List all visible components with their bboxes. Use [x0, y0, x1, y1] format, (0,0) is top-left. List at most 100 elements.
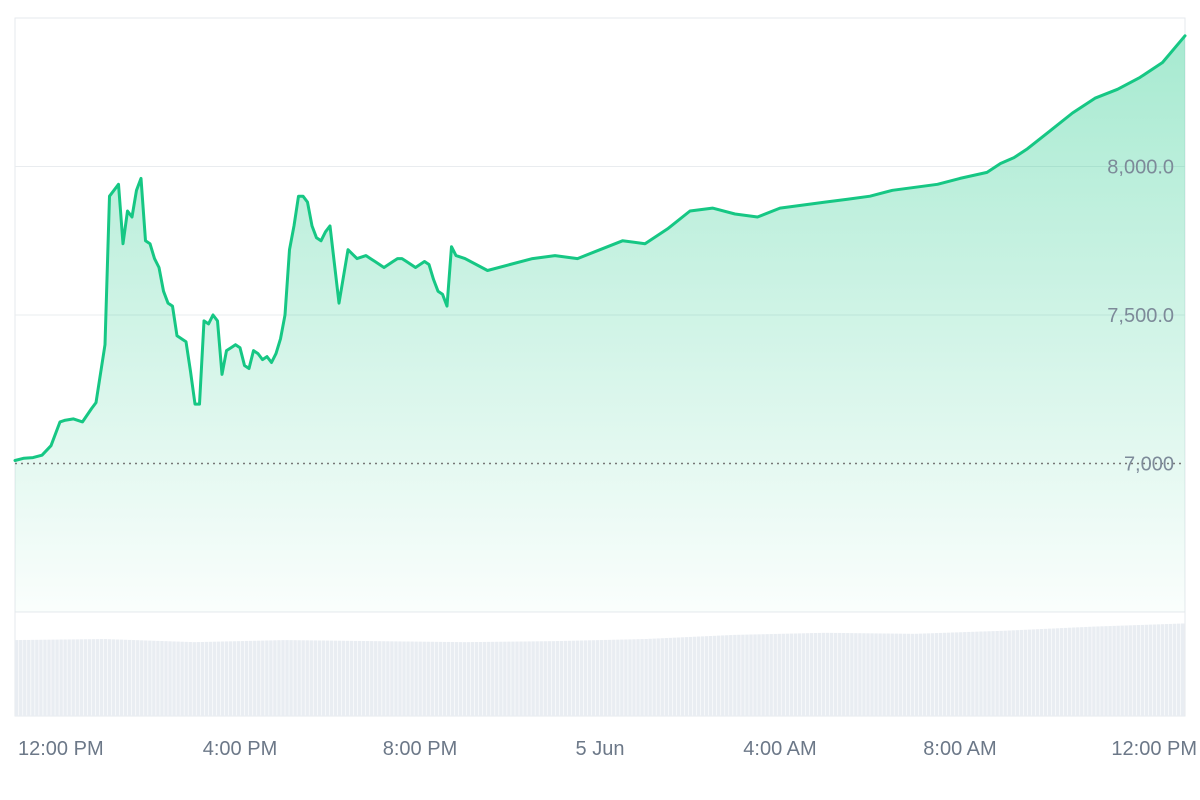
- volume-bar: [224, 641, 229, 716]
- volume-bar: [281, 640, 285, 716]
- volume-bar: [894, 633, 898, 716]
- volume-bar: [180, 641, 184, 716]
- volume-bar: [402, 641, 406, 716]
- volume-bar: [579, 640, 584, 716]
- volume-bar: [761, 634, 765, 716]
- volume-bar: [660, 638, 664, 716]
- volume-bar: [797, 633, 802, 716]
- volume-bar: [620, 639, 624, 716]
- volume-bar: [567, 640, 572, 716]
- volume-bar: [192, 642, 196, 716]
- volume-bar: [846, 633, 850, 716]
- volume-bar: [168, 641, 172, 716]
- volume-bar: [123, 639, 128, 716]
- y-tick-label: 8,000.0: [1107, 157, 1174, 179]
- x-tick-label: 12:00 PM: [1111, 738, 1197, 760]
- volume-bar: [87, 639, 92, 716]
- volume-bar: [79, 639, 83, 716]
- volume-bar: [67, 639, 71, 716]
- volume-bar: [1176, 623, 1181, 716]
- volume-bar: [136, 640, 140, 716]
- volume-bar: [583, 640, 588, 716]
- volume-bar: [140, 640, 144, 716]
- volume-bar: [144, 640, 148, 716]
- volume-bar: [527, 641, 531, 716]
- volume-bar: [644, 638, 648, 716]
- volume-bar: [874, 633, 878, 716]
- volume-bar: [1011, 630, 1015, 716]
- volume-bar: [926, 633, 931, 716]
- volume-bar: [624, 639, 628, 716]
- volume-bar: [374, 641, 378, 716]
- volume-bar: [83, 639, 88, 716]
- volume-bar: [317, 640, 322, 716]
- volume-bar: [676, 637, 681, 716]
- volume-bar: [507, 641, 511, 716]
- volume-bar: [1116, 625, 1120, 716]
- volume-bar: [983, 631, 987, 716]
- x-tick-label: 4:00 AM: [743, 738, 816, 760]
- volume-bar: [595, 640, 600, 716]
- volume-bar: [349, 640, 354, 716]
- volume-bar: [63, 639, 67, 716]
- volume-bar: [454, 642, 459, 716]
- volume-bar: [212, 641, 217, 716]
- volume-bar: [1180, 623, 1185, 716]
- volume-bar: [430, 641, 434, 716]
- volume-bar: [765, 634, 769, 716]
- volume-bar: [749, 634, 753, 716]
- volume-bar: [249, 640, 253, 716]
- volume-bar: [725, 635, 729, 716]
- volume-bar: [341, 640, 346, 716]
- volume-bar: [1136, 625, 1141, 716]
- volume-bar: [571, 640, 576, 716]
- volume-bar: [426, 641, 430, 716]
- volume-bar: [821, 632, 826, 716]
- volume-bar: [474, 642, 479, 716]
- volume-bar: [938, 632, 943, 716]
- volume-bar: [951, 632, 955, 716]
- volume-bar: [172, 641, 176, 716]
- volume-bar: [975, 631, 979, 716]
- volume-bar: [156, 640, 160, 716]
- volume-bar: [1043, 628, 1048, 716]
- volume-bar: [434, 641, 439, 716]
- volume-bar: [1168, 623, 1173, 716]
- volume-bar: [805, 633, 810, 716]
- volume-bars: [15, 623, 1185, 716]
- volume-bar: [991, 631, 995, 716]
- volume-bar: [91, 639, 96, 716]
- volume-bar: [208, 641, 213, 716]
- volume-bar: [608, 639, 612, 716]
- volume-bar: [535, 641, 539, 716]
- volume-bar: [946, 632, 951, 716]
- volume-bar: [979, 631, 983, 716]
- volume-bar: [785, 633, 790, 716]
- volume-bar: [1104, 626, 1108, 716]
- volume-bar: [604, 639, 608, 716]
- volume-bar: [228, 641, 233, 716]
- volume-bar: [539, 641, 543, 716]
- volume-bar: [616, 639, 620, 716]
- volume-bar: [491, 641, 495, 716]
- volume-bar: [1023, 629, 1028, 716]
- volume-bar: [1164, 624, 1169, 716]
- volume-bar: [297, 640, 301, 716]
- volume-bar: [450, 642, 455, 716]
- volume-bar: [204, 641, 209, 716]
- volume-bar: [370, 641, 374, 716]
- volume-bar: [313, 640, 317, 716]
- volume-bar: [345, 640, 350, 716]
- volume-bar: [95, 639, 100, 716]
- volume-bar: [269, 640, 273, 716]
- volume-bar: [664, 638, 668, 716]
- volume-bar: [111, 639, 116, 716]
- volume-bar: [1152, 624, 1157, 716]
- volume-bar: [164, 641, 168, 716]
- volume-bar: [1132, 625, 1136, 716]
- volume-bar: [733, 634, 737, 716]
- volume-bar: [35, 639, 39, 716]
- volume-bar: [587, 640, 592, 716]
- volume-bar: [559, 640, 564, 716]
